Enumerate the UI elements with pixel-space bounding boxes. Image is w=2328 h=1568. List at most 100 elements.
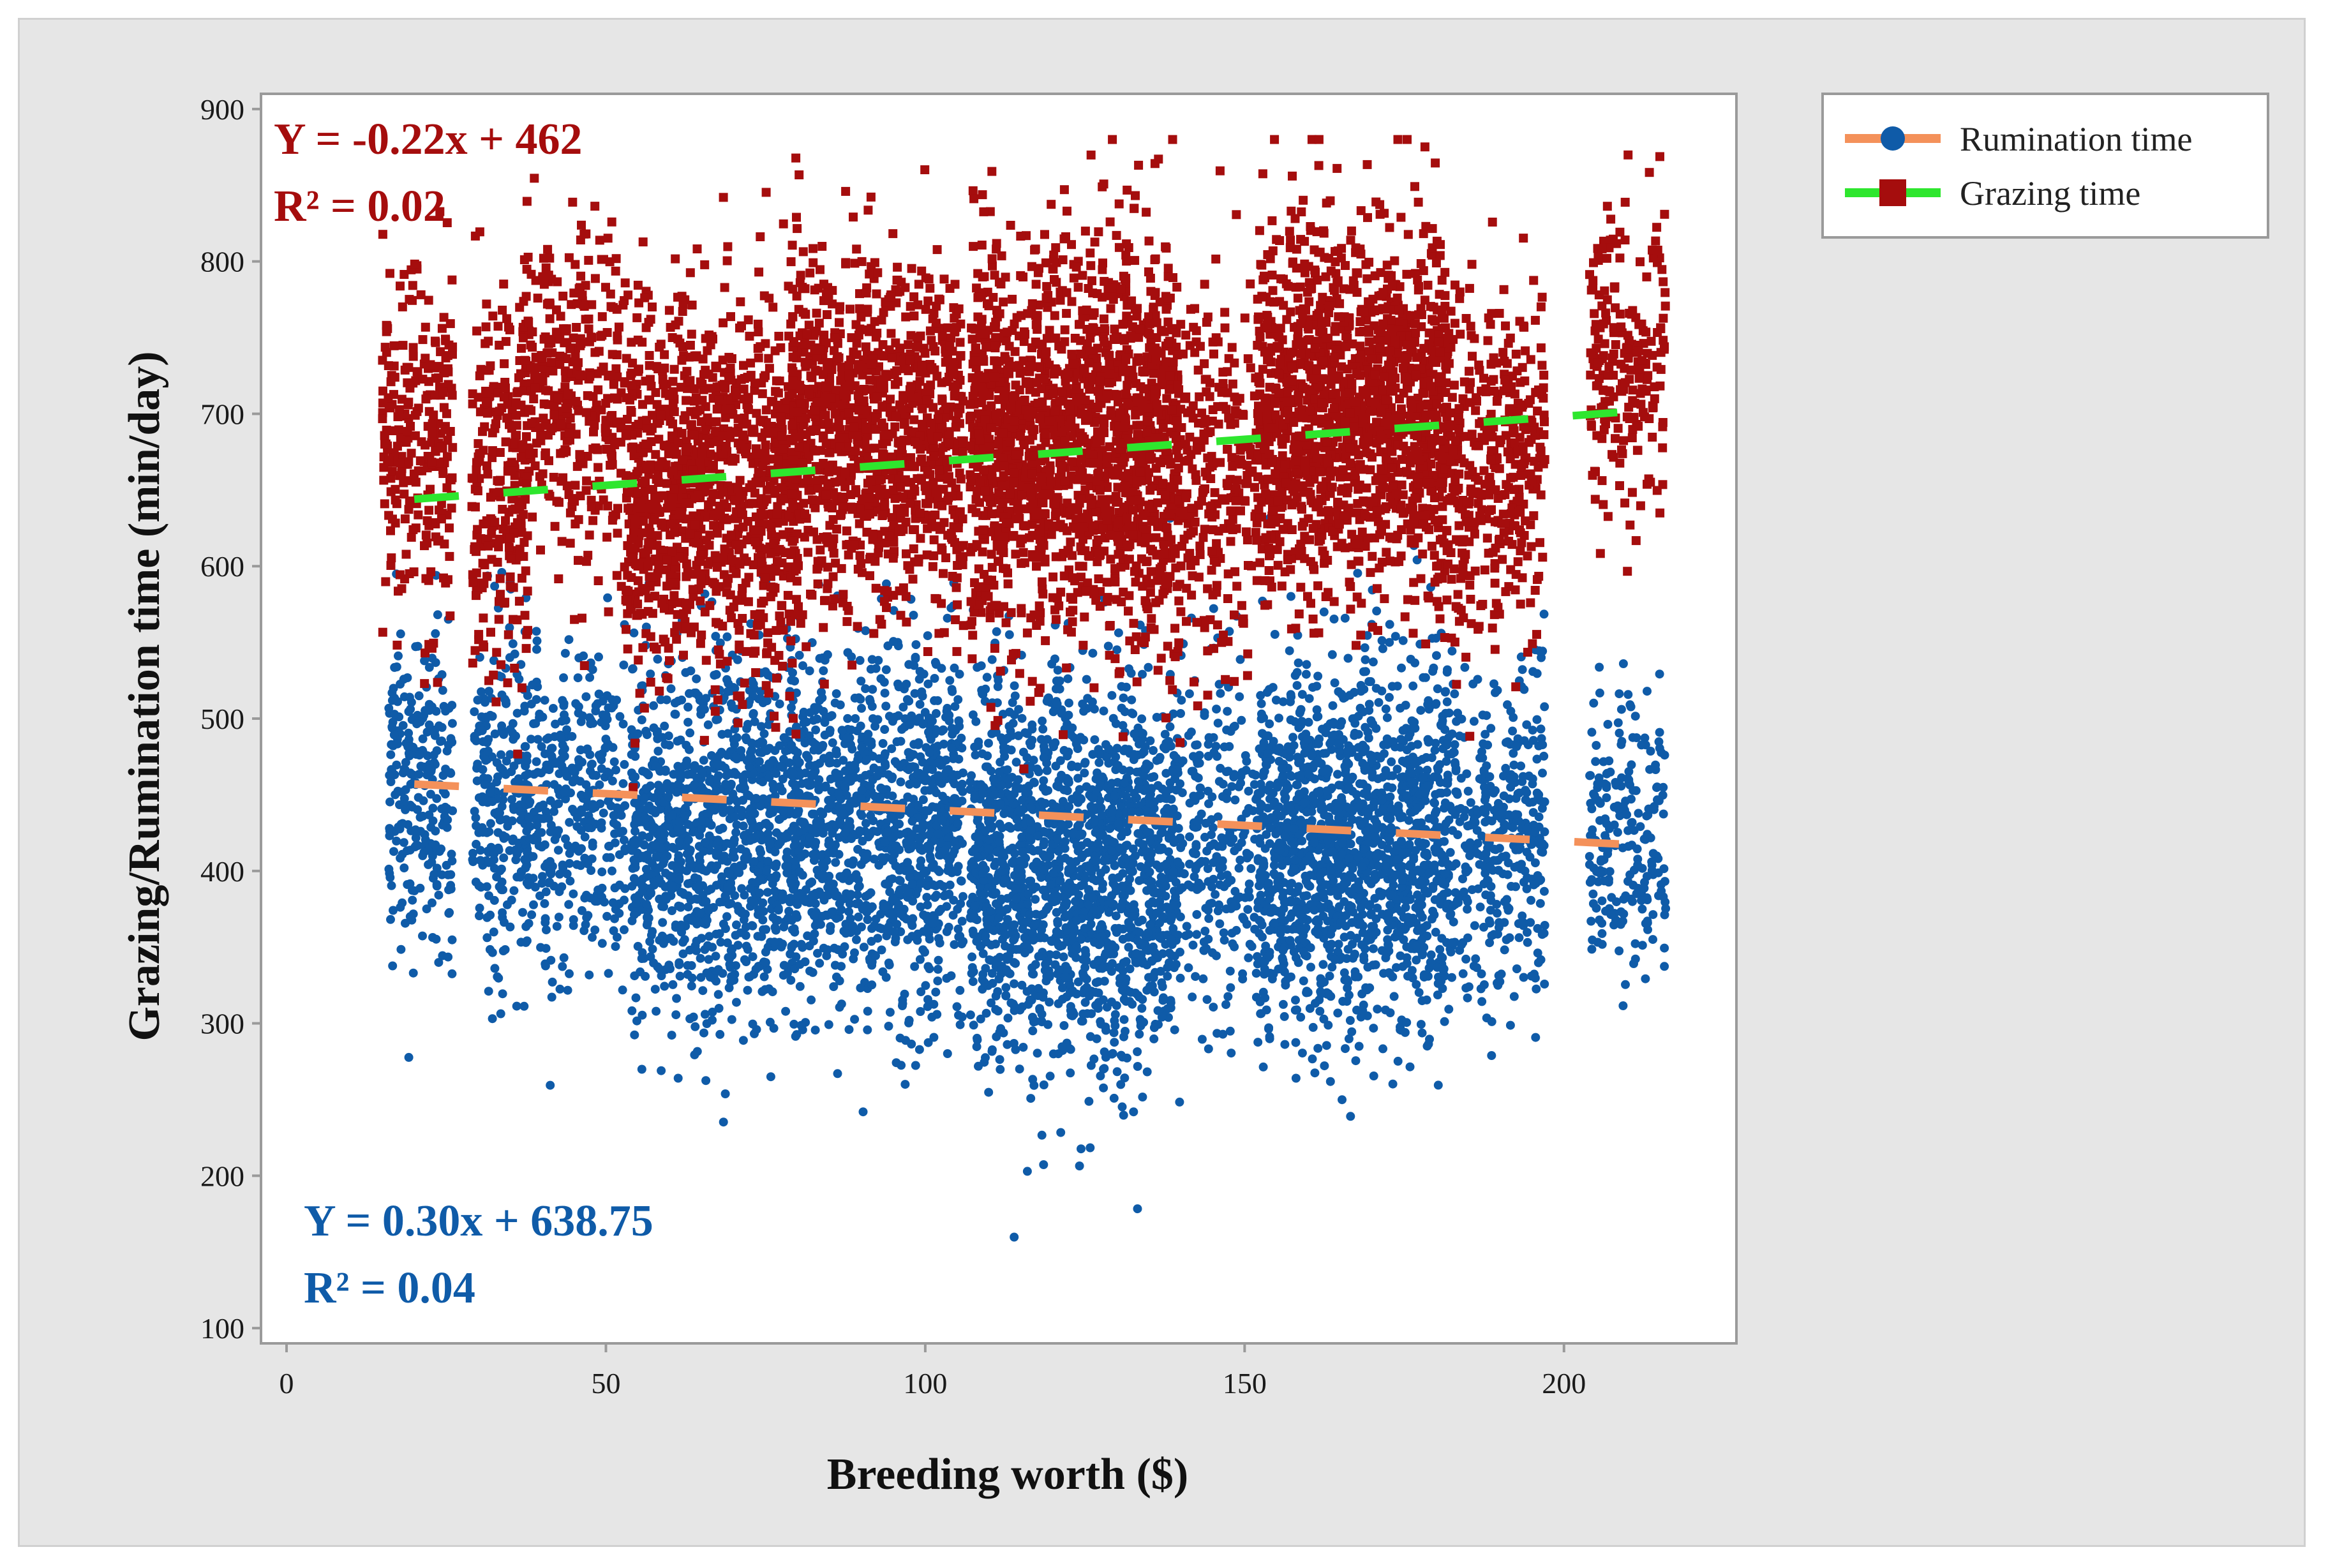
rumination-point — [729, 846, 738, 856]
rumination-point — [1213, 842, 1223, 851]
rumination-point — [609, 810, 618, 820]
rumination-point — [953, 819, 962, 828]
rumination-point — [841, 929, 851, 938]
rumination-point — [994, 913, 1004, 922]
rumination-point — [1132, 958, 1142, 967]
rumination-point — [1142, 827, 1152, 837]
rumination-point — [1178, 756, 1188, 766]
rumination-point — [618, 779, 628, 788]
rumination-point — [907, 1040, 916, 1049]
rumination-point — [951, 865, 961, 875]
rumination-point — [994, 676, 1003, 685]
rumination-point — [911, 652, 920, 662]
rumination-point — [701, 897, 711, 906]
rumination-point — [784, 862, 793, 872]
rumination-point — [900, 989, 909, 999]
rumination-point — [615, 712, 625, 721]
rumination-point — [1121, 1027, 1130, 1036]
rumination-point — [386, 777, 396, 786]
rumination-point — [585, 673, 595, 682]
rumination-point — [695, 908, 705, 918]
rumination-point — [521, 755, 531, 765]
rumination-point — [396, 853, 405, 863]
rumination-point — [1088, 793, 1098, 803]
rumination-point — [1004, 775, 1013, 784]
rumination-point — [1127, 708, 1137, 718]
rumination-point — [859, 943, 869, 952]
rumination-point — [937, 726, 946, 736]
rumination-point — [687, 982, 696, 991]
rumination-point — [840, 828, 850, 837]
rumination-point — [906, 749, 915, 758]
rumination-point — [983, 762, 992, 772]
rumination-point — [1156, 872, 1166, 882]
rumination-point — [594, 689, 604, 699]
rumination-point — [649, 723, 659, 733]
rumination-point — [967, 952, 977, 962]
rumination-point — [772, 859, 781, 869]
rumination-point — [1128, 859, 1137, 869]
rumination-point — [1052, 834, 1062, 844]
rumination-point — [527, 910, 537, 920]
rumination-point — [948, 687, 957, 696]
rumination-point — [987, 998, 996, 1008]
rumination-point — [885, 1008, 895, 1017]
rumination-point — [870, 722, 880, 731]
rumination-point — [1222, 725, 1232, 735]
rumination-point — [984, 738, 993, 748]
rumination-point — [829, 848, 839, 858]
rumination-point — [999, 923, 1009, 932]
rumination-point — [1096, 1071, 1105, 1080]
rumination-point — [597, 749, 607, 759]
rumination-point — [1213, 906, 1223, 916]
rumination-point — [524, 812, 534, 821]
rumination-point — [765, 1017, 775, 1027]
rumination-point — [641, 814, 650, 824]
rumination-point — [903, 888, 913, 897]
rumination-point — [828, 738, 837, 747]
rumination-point — [405, 692, 414, 702]
rumination-point — [627, 1006, 637, 1015]
rumination-point — [429, 728, 439, 737]
rumination-point — [693, 883, 703, 892]
rumination-point — [823, 883, 833, 892]
rumination-point — [1067, 761, 1077, 770]
rumination-point — [863, 729, 873, 739]
rumination-point — [600, 897, 609, 907]
rumination-point — [1094, 955, 1103, 965]
rumination-point — [562, 772, 572, 781]
rumination-point — [577, 906, 586, 915]
rumination-point — [418, 931, 427, 941]
rumination-point — [911, 640, 921, 650]
rumination-point — [761, 958, 770, 967]
rumination-point — [730, 891, 740, 900]
rumination-point — [1080, 768, 1089, 778]
rumination-point — [763, 856, 773, 866]
rumination-point — [1112, 1001, 1121, 1010]
rumination-point — [1127, 695, 1137, 705]
rumination-point — [478, 737, 488, 747]
rumination-point — [950, 940, 959, 950]
rumination-point — [1026, 818, 1036, 827]
rumination-point — [894, 682, 904, 692]
rumination-point — [1097, 810, 1107, 820]
rumination-point — [1175, 912, 1185, 922]
rumination-point — [1092, 856, 1101, 865]
rumination-point — [1186, 728, 1196, 736]
rumination-point — [805, 833, 815, 843]
rumination-point — [857, 786, 867, 795]
rumination-point — [502, 699, 511, 708]
rumination-point — [472, 736, 481, 745]
rumination-point — [399, 794, 409, 803]
rumination-point — [639, 793, 649, 803]
rumination-point — [627, 725, 636, 735]
rumination-point — [1149, 746, 1158, 755]
rumination-point — [546, 827, 555, 837]
rumination-point — [984, 835, 994, 844]
rumination-point — [934, 955, 943, 965]
rumination-point — [1207, 792, 1217, 802]
rumination-point — [1107, 846, 1117, 856]
rumination-point — [690, 1050, 699, 1059]
rumination-point — [934, 758, 943, 767]
rumination-point — [1052, 950, 1061, 960]
